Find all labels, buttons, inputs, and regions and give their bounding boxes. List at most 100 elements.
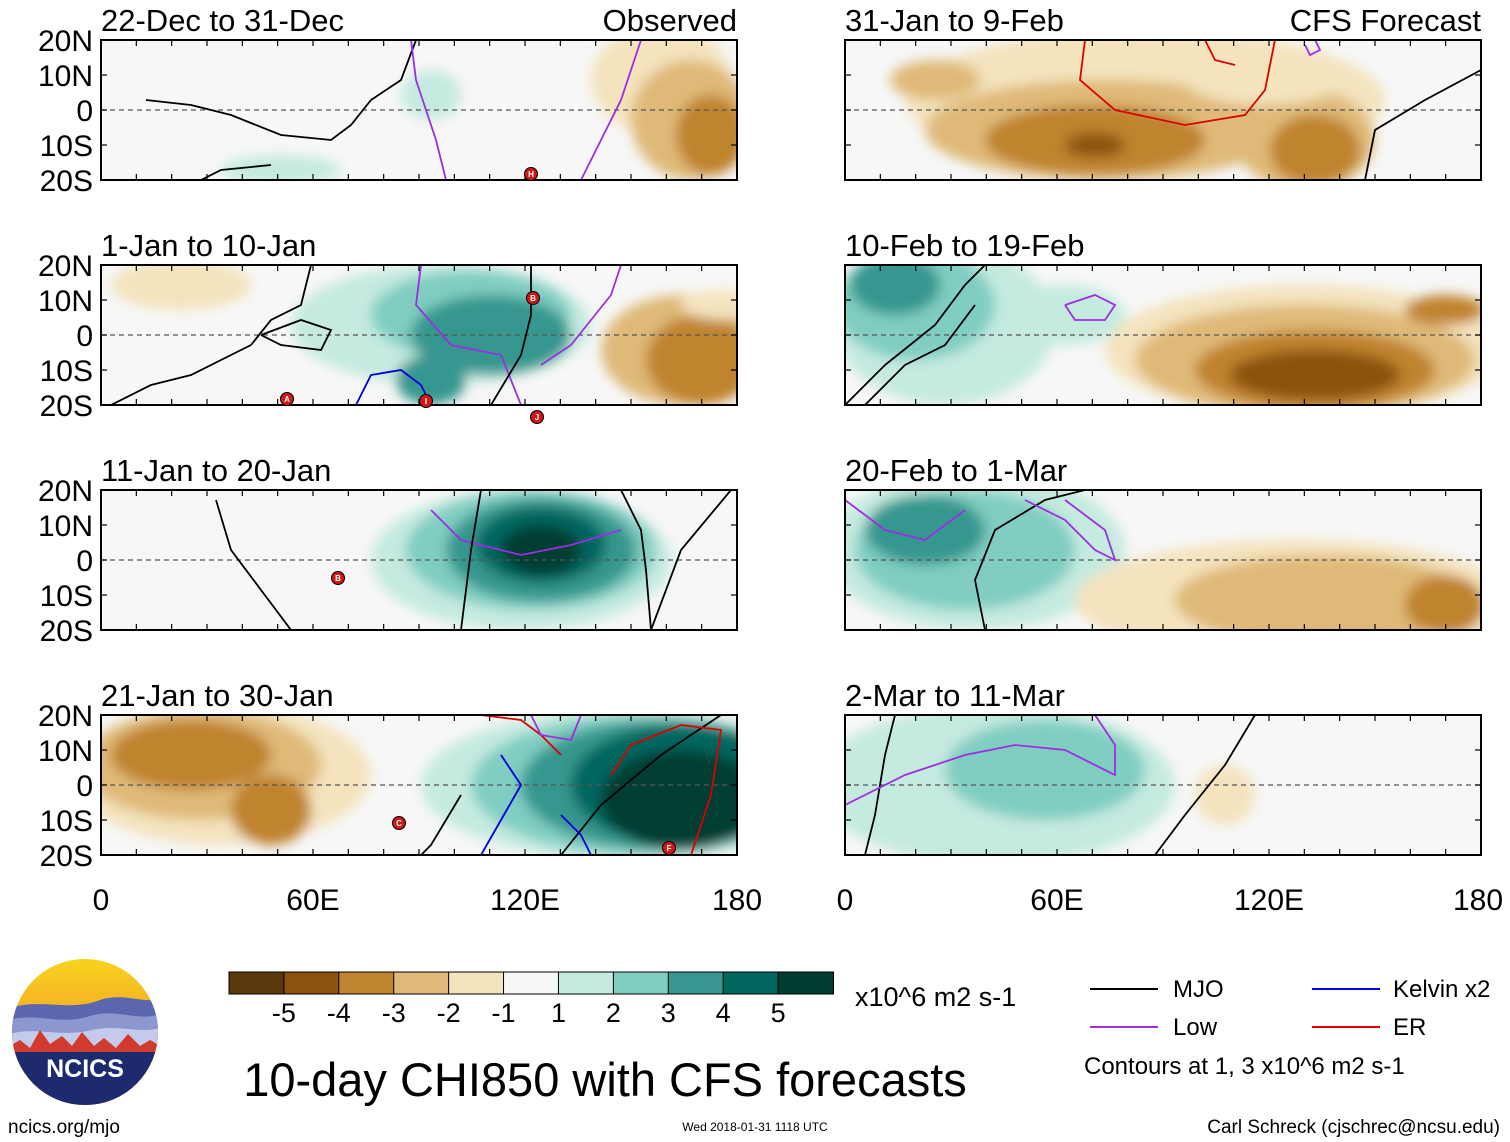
panel-7: 2-Mar to 11-Mar: [844, 678, 1482, 856]
y-tick-label: 20S: [40, 165, 93, 198]
legend-er-label: ER: [1393, 1014, 1426, 1041]
y-tick-label: 10S: [40, 805, 93, 838]
contour-mjo: [560, 715, 722, 855]
panel-title: 2-Mar to 11-Mar: [845, 678, 1065, 713]
colorbar-label: -2: [437, 998, 461, 1028]
contour-mjo: [460, 490, 482, 630]
storm-marker: B: [526, 291, 540, 305]
x-tick-right-0: 0: [837, 884, 854, 917]
anomaly-region: [1175, 555, 1475, 630]
contour-low: [410, 40, 447, 180]
y-tick-label: 20N: [38, 700, 93, 733]
anomaly-region: [681, 290, 737, 320]
footer-website: ncics.org/mjo: [8, 1117, 120, 1138]
x-tick-right-60e: 60E: [1030, 884, 1083, 917]
anomaly-region: [1405, 575, 1481, 630]
panel-title: 1-Jan to 10-Jan: [101, 228, 316, 263]
storm-letter: F: [667, 844, 672, 853]
colorbar-swatch: [448, 971, 505, 995]
storm-letter: B: [335, 574, 341, 583]
y-tick-label: 10N: [38, 735, 93, 768]
logo-text: NCICS: [46, 1055, 124, 1083]
y-tick-label: 20S: [40, 615, 93, 648]
anomaly-region: [111, 720, 271, 790]
contour-low: [845, 715, 1116, 806]
colorbar-label: 3: [661, 998, 676, 1028]
panel-title: 21-Jan to 30-Jan: [101, 678, 334, 713]
contour-mjo: [864, 715, 896, 855]
colorbar-label: 2: [606, 998, 621, 1028]
contour-mjo: [260, 319, 333, 351]
colorbar-label: 4: [716, 998, 731, 1028]
storm-letter: B: [530, 294, 536, 303]
storm-letter: C: [396, 819, 402, 828]
y-tick-label: 0: [76, 545, 93, 578]
legend-kelvin-label: Kelvin x2: [1393, 976, 1490, 1003]
panel-5: 10-Feb to 19-Feb: [844, 228, 1482, 406]
footer-author: Carl Schreck (cjschrec@ncsu.edu): [1207, 1117, 1500, 1138]
colorbar-label: -5: [272, 998, 296, 1028]
colorbar-label: 1: [551, 998, 566, 1028]
anomaly-region: [945, 720, 1145, 820]
panel-6: 20-Feb to 1-Mar: [844, 453, 1482, 631]
anomaly-region: [1405, 295, 1481, 325]
y-tick-label: 10S: [40, 130, 93, 163]
colorbar-swatch: [777, 971, 834, 995]
contour-mjo: [200, 164, 272, 180]
y-tick-label: 20N: [38, 475, 93, 508]
contour-kelvin: [480, 754, 523, 855]
colorbar-swatch: [393, 971, 450, 995]
contour-mjo: [1154, 715, 1256, 855]
observed-label: Observed: [603, 3, 737, 38]
y-tick-label: 20S: [40, 840, 93, 873]
storm-marker: A: [280, 392, 294, 406]
contour-mjo: [145, 40, 417, 141]
storm-letter: I: [425, 397, 427, 406]
storm-marker: C: [392, 816, 406, 830]
anomaly-region: [1065, 133, 1125, 157]
colorbar-units: x10^6 m2 s-1: [855, 982, 1016, 1012]
y-tick-label: 20N: [38, 250, 93, 283]
line-legend: MJO Kelvin x2 Low ER Contours at 1, 3 x1…: [1084, 976, 1490, 1080]
anomaly-region: [221, 155, 341, 180]
contour-mjo: [974, 490, 1086, 630]
storm-marker: J: [530, 410, 544, 424]
colorbar: -5 -4 -3 -2 -1 1 2 3 4 5: [228, 971, 834, 1028]
contour-mjo: [215, 499, 292, 630]
panel-title: 11-Jan to 20-Jan: [101, 453, 331, 488]
contour-er: [1204, 40, 1236, 66]
contour-low: [415, 265, 522, 405]
colorbar-swatch: [557, 971, 615, 995]
ncics-logo: NCICS: [12, 959, 158, 1105]
x-tick-left-0: 0: [93, 884, 110, 917]
y-tick-label: 0: [76, 95, 93, 128]
contour-low: [1024, 499, 1117, 562]
panel-title: 10-Feb to 19-Feb: [845, 228, 1085, 263]
figure-title: 10-day CHI850 with CFS forecasts: [243, 1053, 967, 1106]
x-tick-left-120e: 120E: [490, 884, 560, 917]
colorbar-label: -1: [492, 998, 516, 1028]
contour-mjo: [864, 304, 976, 405]
anomaly-region: [231, 775, 311, 845]
forecast-label: CFS Forecast: [1290, 3, 1482, 38]
y-tick-label: 20N: [38, 25, 93, 58]
footer-timestamp: Wed 2018-01-31 1118 UTC: [682, 1120, 828, 1134]
contour-er: [480, 715, 562, 756]
contour-kelvin: [355, 369, 432, 405]
contour-note: Contours at 1, 3 x10^6 m2 s-1: [1084, 1053, 1405, 1080]
anomaly-region: [396, 355, 466, 405]
contour-mjo: [250, 265, 312, 346]
panel-title: 20-Feb to 1-Mar: [845, 453, 1067, 488]
contour-er: [610, 724, 723, 855]
anomaly-region: [646, 315, 737, 405]
y-tick-label: 20S: [40, 390, 93, 423]
contour-low: [540, 265, 622, 366]
contour-low: [530, 715, 582, 742]
contour-mjo: [1364, 69, 1481, 180]
colorbar-swatch: [667, 971, 725, 995]
colorbar-swatch: [503, 971, 560, 995]
x-tick-left-60e: 60E: [286, 884, 339, 917]
